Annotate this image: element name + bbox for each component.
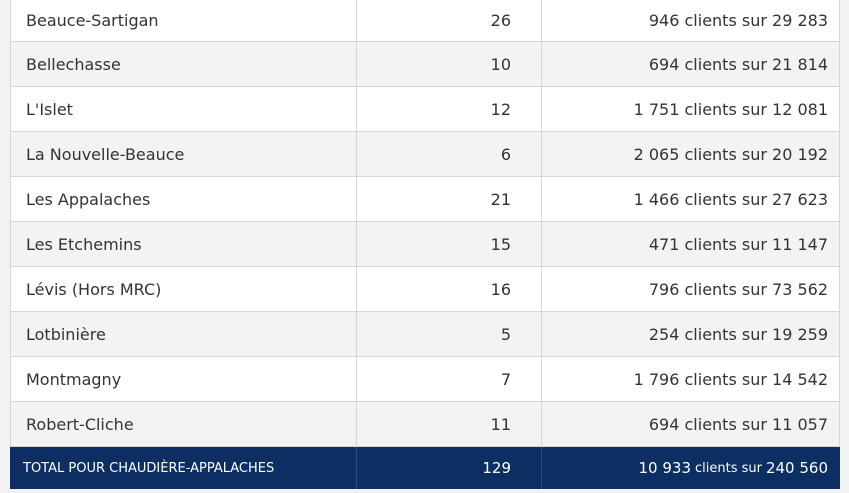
- mrc-name: Bellechasse: [11, 42, 357, 86]
- outage-count: 7: [357, 357, 542, 401]
- mrc-name: Les Etchemins: [11, 222, 357, 266]
- outage-count: 6: [357, 132, 542, 176]
- outage-count: 11: [357, 402, 542, 446]
- mrc-name: Les Appalaches: [11, 177, 357, 221]
- mrc-name: La Nouvelle-Beauce: [11, 132, 357, 176]
- clients-affected: 471 clients sur 11 147: [648, 234, 828, 254]
- total-count: 129: [357, 447, 542, 489]
- mrc-name: Lotbinière: [11, 312, 357, 356]
- table-row: La Nouvelle-Beauce 6 2 065 clients sur 2…: [10, 132, 840, 177]
- mrc-name: L'Islet: [11, 87, 357, 131]
- table-row: Beauce-Sartigan 26 946 clients sur 29 28…: [10, 0, 840, 42]
- outage-count: 5: [357, 312, 542, 356]
- table-row: Bellechasse 10 694 clients sur 21 814: [10, 42, 840, 87]
- table-row: Robert-Cliche 11 694 clients sur 11 057: [10, 402, 840, 447]
- table-row: Lotbinière 5 254 clients sur 19 259: [10, 312, 840, 357]
- total-row: TOTAL POUR CHAUDIÈRE-APPALACHES 129 10 9…: [10, 447, 840, 489]
- clients-affected: 1 466 clients sur 27 623: [633, 189, 828, 209]
- clients-affected: 694 clients sur 11 057: [648, 414, 828, 434]
- mrc-name: Lévis (Hors MRC): [11, 267, 357, 311]
- total-clients-value: 10 933: [638, 459, 692, 477]
- mrc-name: Montmagny: [11, 357, 357, 401]
- outage-count: 10: [357, 42, 542, 86]
- clients-affected: 694 clients sur 21 814: [648, 54, 828, 74]
- outage-table: Beauce-Sartigan 26 946 clients sur 29 28…: [10, 0, 840, 489]
- table-row: Les Appalaches 21 1 466 clients sur 27 6…: [10, 177, 840, 222]
- clients-affected: 1 796 clients sur 14 542: [633, 369, 828, 389]
- clients-affected: 1 751 clients sur 12 081: [633, 99, 828, 119]
- outage-count: 15: [357, 222, 542, 266]
- outage-count: 12: [357, 87, 542, 131]
- table-row: L'Islet 12 1 751 clients sur 12 081: [10, 87, 840, 132]
- outage-count: 21: [357, 177, 542, 221]
- table-row: Lévis (Hors MRC) 16 796 clients sur 73 5…: [10, 267, 840, 312]
- table-row: Les Etchemins 15 471 clients sur 11 147: [10, 222, 840, 267]
- mrc-name: Beauce-Sartigan: [11, 0, 357, 41]
- clients-affected: 2 065 clients sur 20 192: [633, 144, 828, 164]
- outage-count: 26: [357, 0, 542, 41]
- total-clients-middle: clients sur: [695, 460, 762, 476]
- clients-affected: 796 clients sur 73 562: [648, 279, 828, 299]
- outage-count: 16: [357, 267, 542, 311]
- total-clients: 10 933 clients sur 240 560: [542, 447, 839, 489]
- table-row: Montmagny 7 1 796 clients sur 14 542: [10, 357, 840, 402]
- clients-affected: 254 clients sur 19 259: [648, 324, 828, 344]
- total-label: TOTAL POUR CHAUDIÈRE-APPALACHES: [11, 447, 357, 489]
- clients-affected: 946 clients sur 29 283: [648, 11, 828, 30]
- total-clients-total: 240 560: [765, 459, 828, 477]
- mrc-name: Robert-Cliche: [11, 402, 357, 446]
